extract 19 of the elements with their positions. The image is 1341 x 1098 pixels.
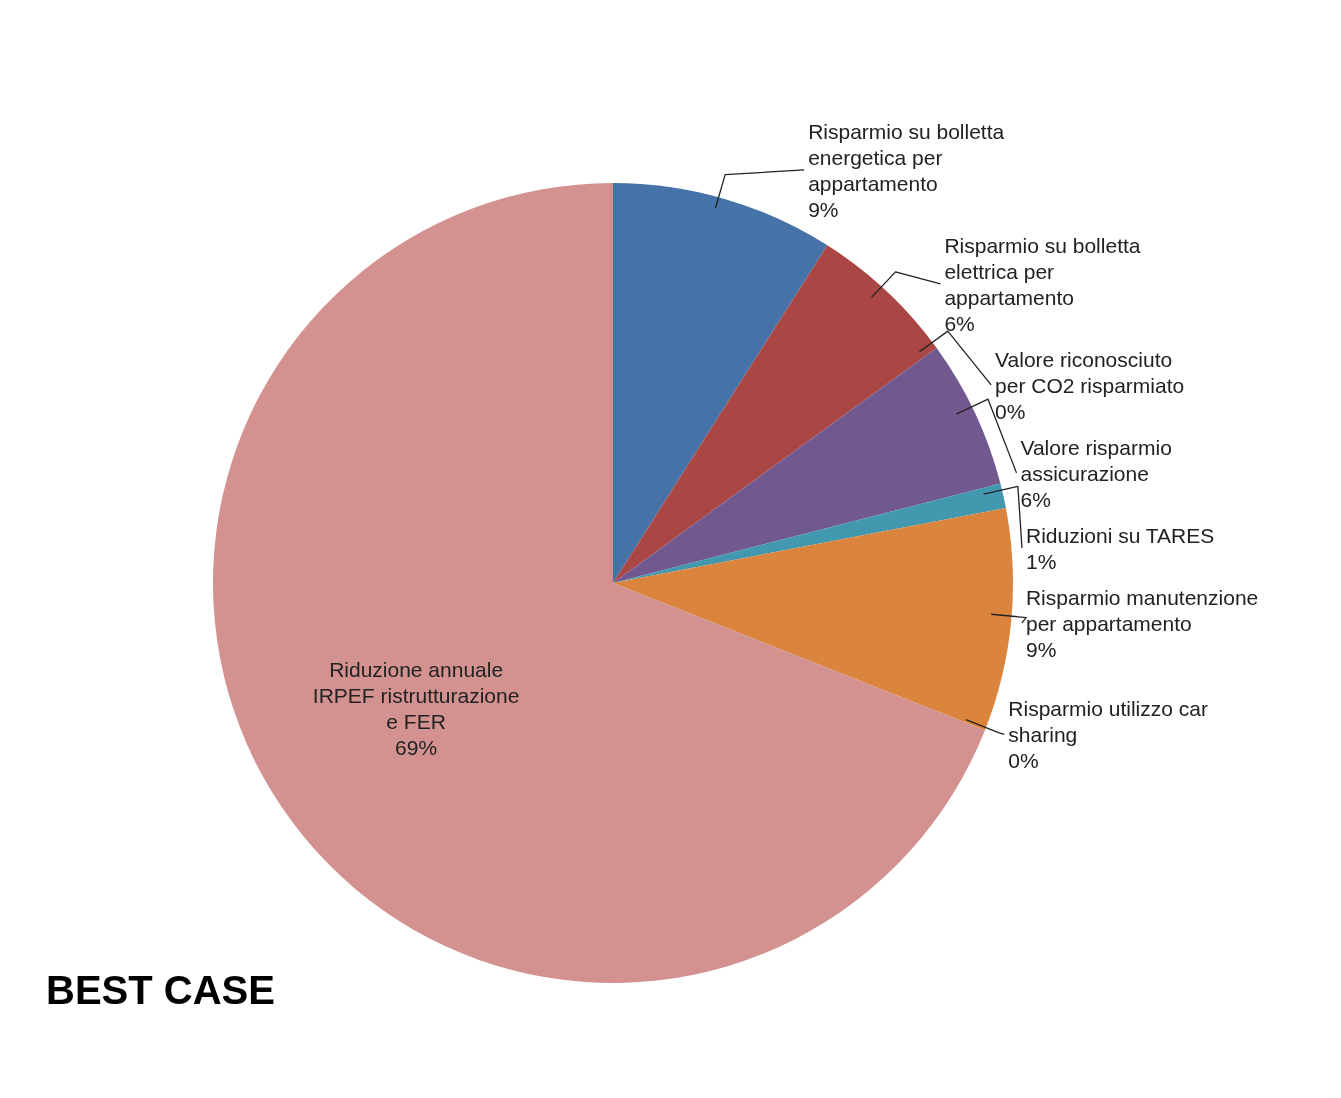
text: BEST CASE [46, 968, 275, 1013]
data-label: 69% [395, 736, 438, 760]
category-label: Valore riconosciuto per CO2 risparmiato [995, 347, 1185, 397]
slice-label: Valore risparmio assicurazione [1020, 435, 1172, 485]
data-label: 1% [1025, 549, 1057, 573]
data-label: 6% [1020, 487, 1051, 511]
slice-label: Riduzioni su TARES [1025, 523, 1215, 547]
data-label: 9% [808, 197, 839, 221]
slice-label: Risparmio manutenzione per appartamento [1025, 585, 1259, 635]
text: 0% [1008, 749, 1039, 773]
text: 0% [995, 399, 1026, 423]
data-label: 9% [1025, 637, 1057, 661]
pie-slice [613, 483, 1006, 583]
slice-label: Risparmio su bolletta energetica per appartamento [808, 119, 1005, 195]
slice-label: Risparmio su bolletta elettrica per appartamento [944, 233, 1141, 309]
slice-label: Riduzione annuale IRPEF ristrutturazione e FER [312, 658, 520, 734]
pie-slice [613, 245, 937, 583]
legend-label: Risparmio utilizzo car sharing [1008, 697, 1208, 747]
data-label: 6% [944, 311, 975, 335]
